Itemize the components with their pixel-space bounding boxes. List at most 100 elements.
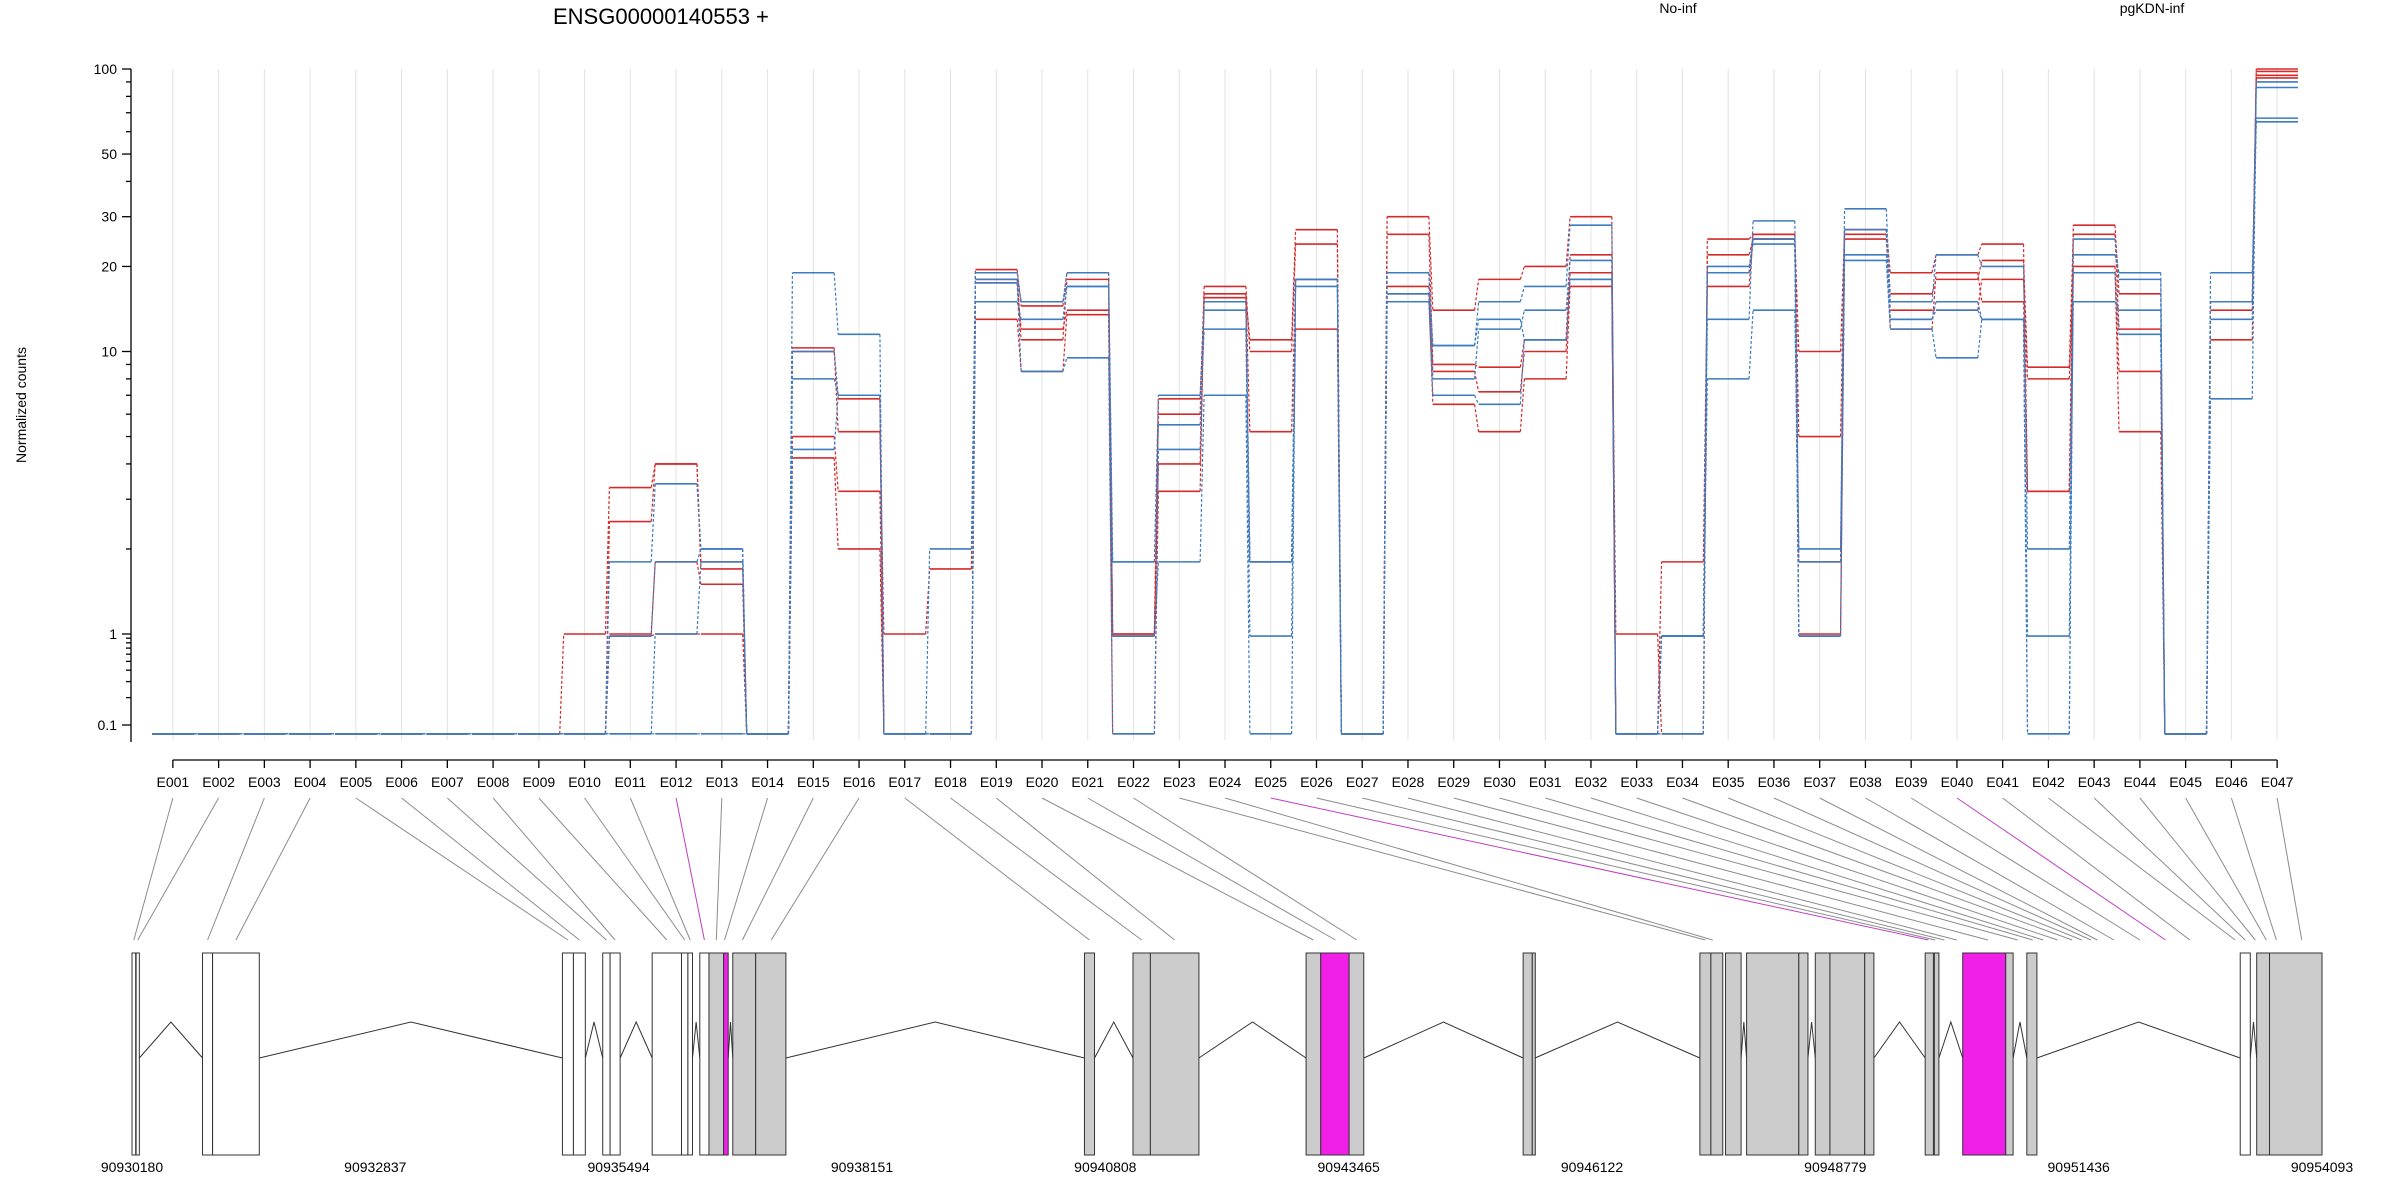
intron <box>584 1021 604 1059</box>
coordinate-label: 90948779 <box>1804 1159 1867 1175</box>
x-tick-label-E042: E042 <box>2032 774 2065 790</box>
x-tick-label-E011: E011 <box>614 774 646 790</box>
x-tick-label-E028: E028 <box>1392 774 1425 790</box>
x-tick-label-E033: E033 <box>1620 774 1653 790</box>
connector-E030 <box>1499 797 2018 941</box>
connector-E010 <box>604 636 611 734</box>
connector-E029 <box>1474 404 1480 432</box>
connector-E043 <box>2114 266 2120 432</box>
connector-E012 <box>696 463 702 562</box>
connector-E031 <box>1565 272 1571 352</box>
coordinate-label: 90940808 <box>1074 1159 1137 1175</box>
connector-E014 <box>724 797 769 941</box>
connector-E020 <box>1062 357 1068 372</box>
exon-block <box>1305 952 1322 1156</box>
connector-E029 <box>1474 371 1480 392</box>
coordinate-label: 90930180 <box>101 1159 164 1175</box>
connector-E028 <box>1407 797 1957 941</box>
connector-E011 <box>629 797 691 941</box>
connector-E029 <box>1474 395 1480 405</box>
x-tick-label-E047: E047 <box>2261 774 2294 790</box>
connector-E026 <box>1336 286 1342 734</box>
vertical-gridlines <box>172 69 2278 740</box>
exon-block <box>131 952 137 1156</box>
connector-E029 <box>1474 363 1479 368</box>
connector-E026 <box>1316 797 1936 941</box>
series-lines <box>152 68 2298 735</box>
coordinate-label: 90954093 <box>2291 1159 2354 1175</box>
exon-block <box>1933 952 1940 1156</box>
connector-E029 <box>1474 279 1480 311</box>
connector-E016 <box>770 797 860 941</box>
connector-E036 <box>1794 234 1800 352</box>
connector-E042 <box>2068 272 2074 379</box>
x-tick-label-E004: E004 <box>294 774 327 790</box>
connector-E031 <box>1565 216 1571 267</box>
connector-E016 <box>879 548 885 734</box>
connector-E039 <box>1931 301 1937 320</box>
connector-E029 <box>1474 319 1480 346</box>
y-tick-label: 0.1 <box>98 717 118 733</box>
connector-E030 <box>1519 319 1525 340</box>
connector-E020 <box>1062 314 1068 372</box>
y-tick-label: 20 <box>101 258 117 274</box>
connector-E023 <box>1179 797 1706 941</box>
connector-E012 <box>696 561 702 585</box>
connector-E030 <box>1519 310 1525 330</box>
connector-E012 <box>675 797 705 941</box>
coordinate-label: 90943465 <box>1318 1159 1381 1175</box>
connector-E015 <box>833 347 839 432</box>
highlighted-exon <box>1962 952 2007 1156</box>
coordinate-label: 90951436 <box>2048 1159 2111 1175</box>
x-tick-label-E035: E035 <box>1712 774 1745 790</box>
connector-E002 <box>137 797 220 941</box>
y-axis: 0.1 1 10 20 30 50 100 <box>94 61 132 742</box>
connector-E038 <box>1885 208 1891 302</box>
y-tick-label: 100 <box>94 61 118 77</box>
connector-E022 <box>1153 463 1159 637</box>
connector-E010 <box>584 797 686 941</box>
connector-E043 <box>2093 797 2246 941</box>
exon-block <box>1348 952 1365 1156</box>
connector-E033 <box>1656 633 1663 734</box>
connector-E044 <box>2160 279 2166 734</box>
connector-E015 <box>833 395 839 450</box>
connector-E011 <box>650 463 656 488</box>
intron <box>1363 1021 1524 1059</box>
connector-E042 <box>2048 797 2236 941</box>
connector-E032 <box>1590 797 2044 941</box>
intron <box>785 1021 1085 1059</box>
coordinate-label: 90946122 <box>1561 1159 1624 1175</box>
connector-E019 <box>995 797 1175 941</box>
connector-E024 <box>1245 395 1251 734</box>
connector-E015 <box>741 797 814 941</box>
connector-E019 <box>1016 279 1022 302</box>
connector-E018 <box>950 797 1142 941</box>
connector-E010 <box>604 636 611 734</box>
x-tick-label-E005: E005 <box>339 774 372 790</box>
connector-E040 <box>1956 797 2166 941</box>
connector-E043 <box>2114 301 2120 311</box>
connector-E020 <box>1062 286 1068 320</box>
connector-E021 <box>1108 286 1114 637</box>
x-tick-label-E008: E008 <box>477 774 510 790</box>
connector-E021 <box>1108 357 1114 734</box>
exon-block <box>202 952 214 1156</box>
exon-block <box>1814 952 1831 1156</box>
connector-E015 <box>833 272 839 335</box>
exon-block <box>687 952 693 1156</box>
legend-label-no-inf: No-inf <box>1659 0 1696 16</box>
connector-E010 <box>604 561 611 734</box>
connector-E025 <box>1270 797 1929 941</box>
connector-E027 <box>1382 293 1388 734</box>
x-tick-label-E016: E016 <box>843 774 876 790</box>
connector-E039 <box>1931 309 1937 320</box>
connector-E010 <box>604 633 611 734</box>
connector-E039 <box>1931 254 1937 273</box>
connector-E030 <box>1519 339 1525 405</box>
connector-E024 <box>1224 797 1713 941</box>
x-tick-label-E017: E017 <box>888 774 921 790</box>
connector-E046 <box>2230 797 2277 941</box>
x-tick-label-E001: E001 <box>157 774 190 790</box>
connector-E046 <box>2251 87 2257 399</box>
